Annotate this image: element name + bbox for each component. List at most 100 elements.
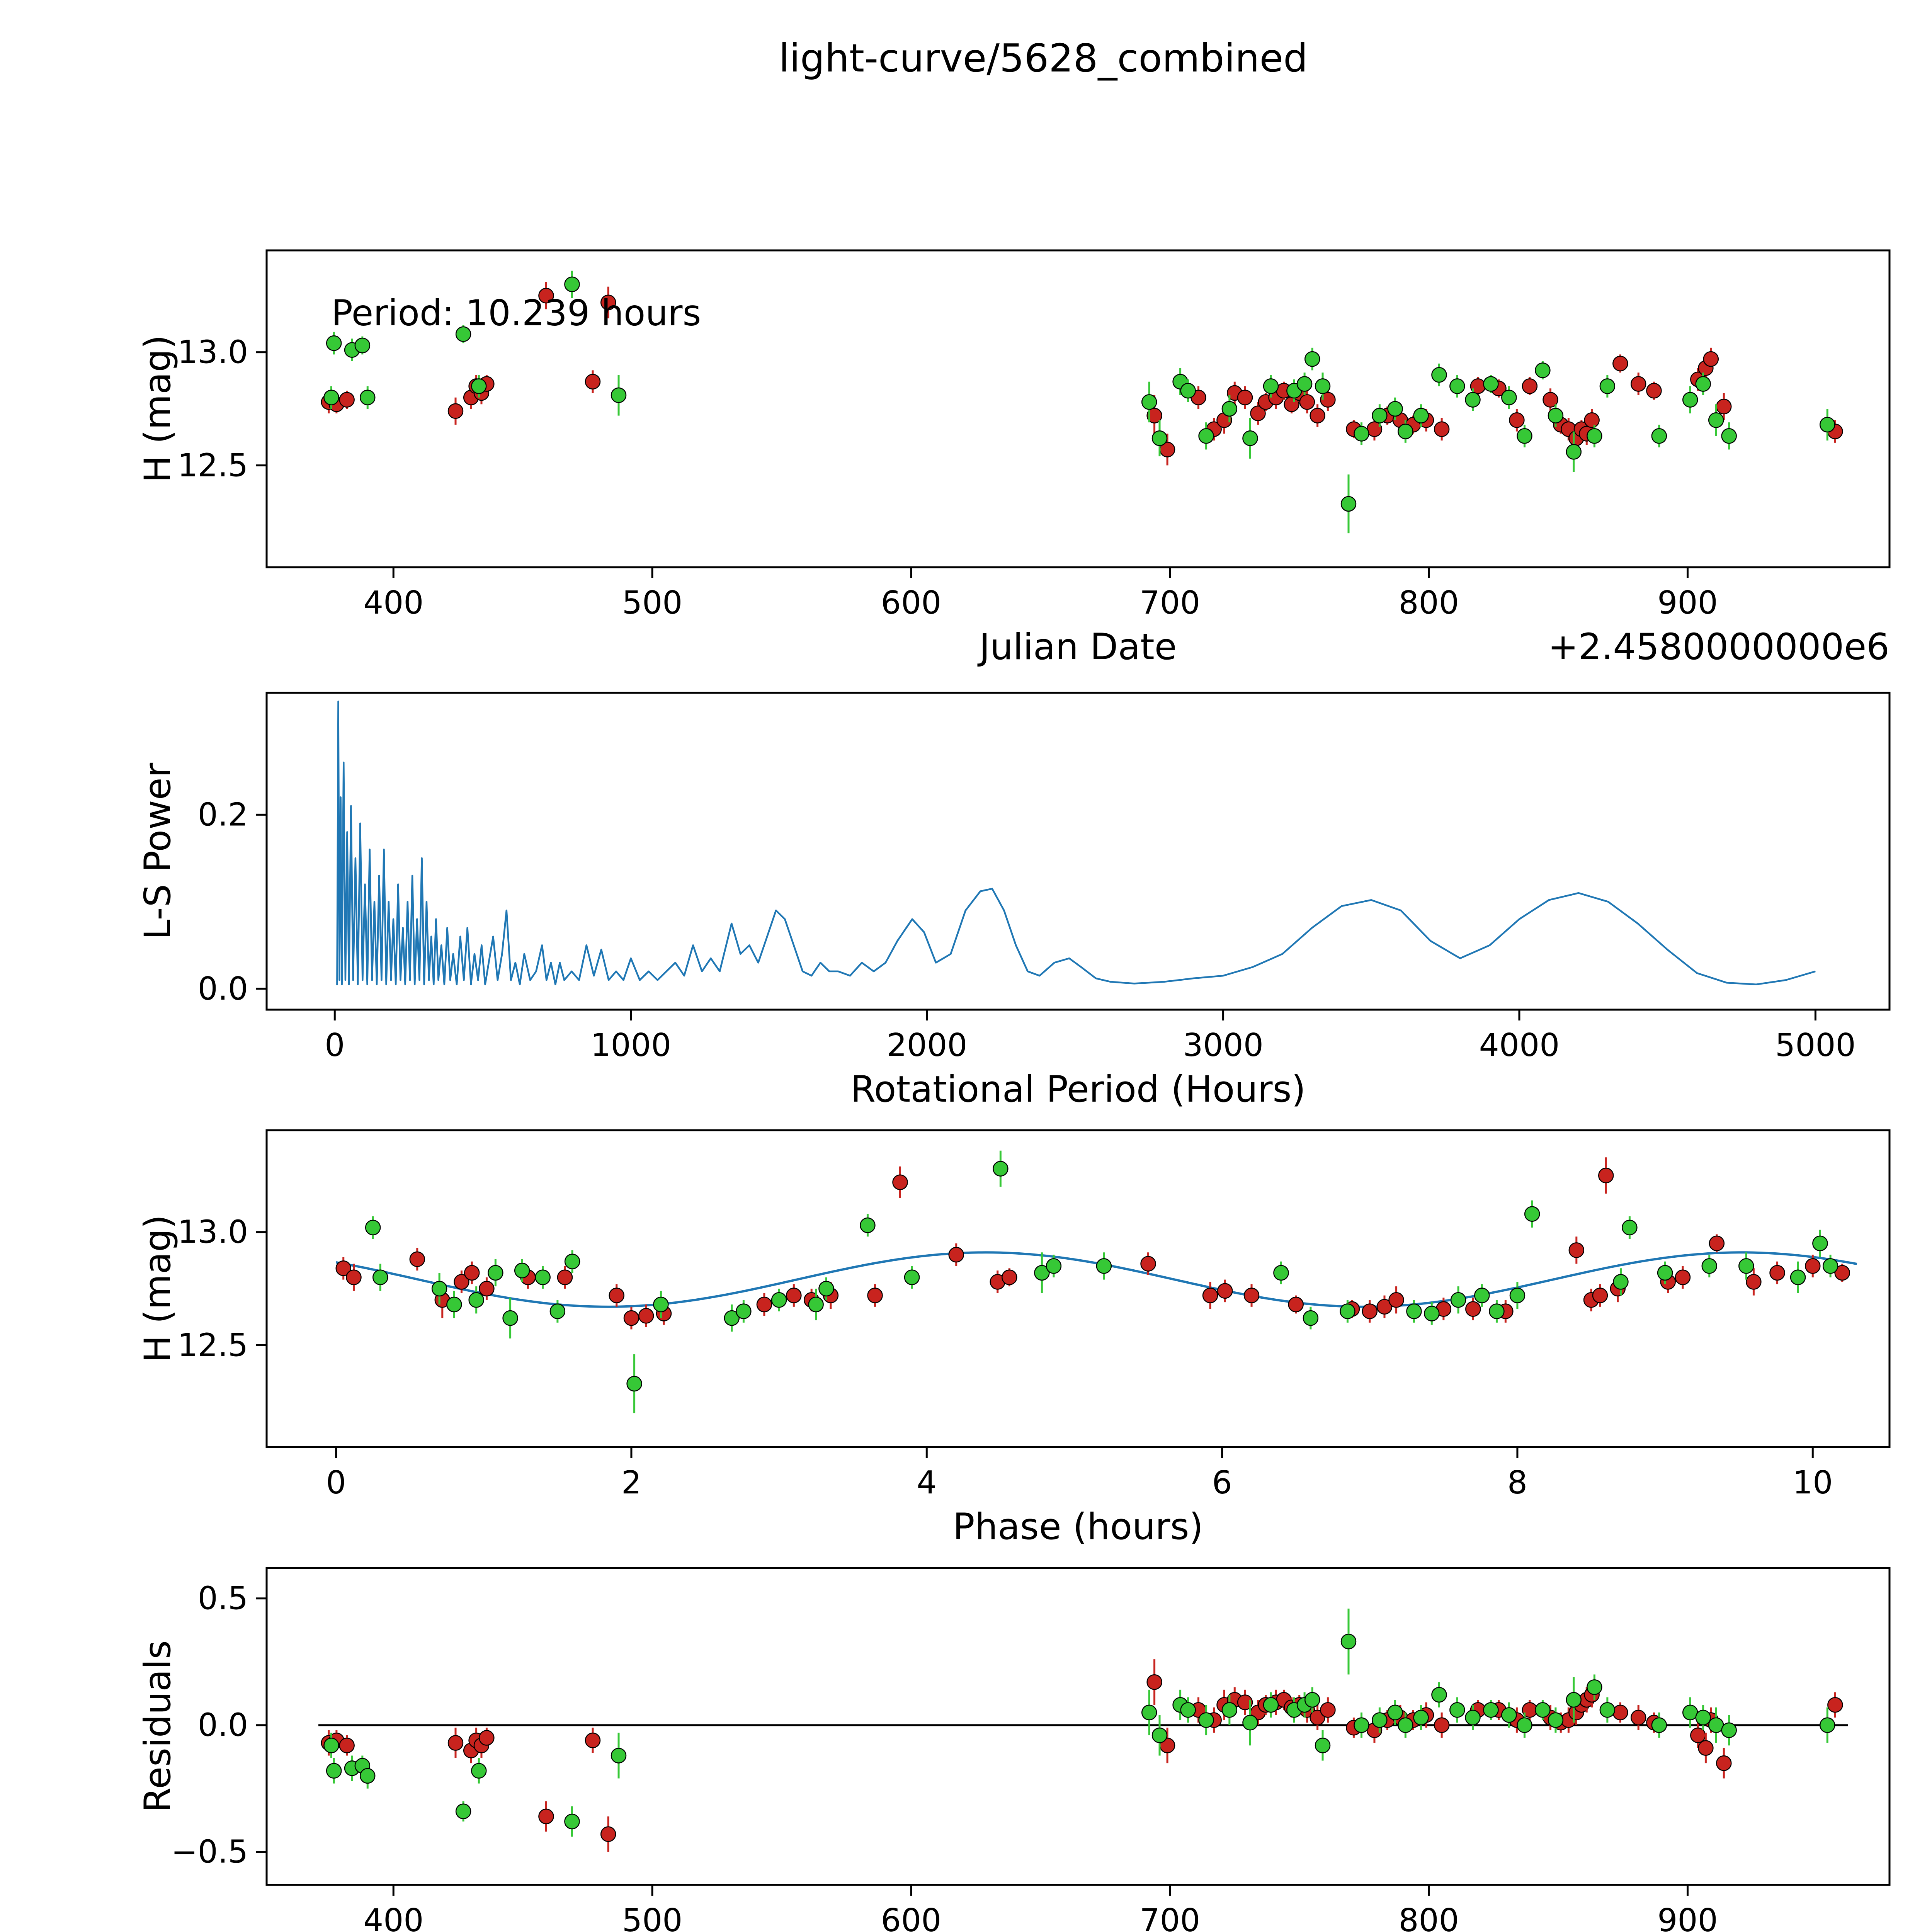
data-point bbox=[335, 1260, 351, 1276]
data-point bbox=[1198, 428, 1214, 444]
x-tick-label: 800 bbox=[1398, 1902, 1459, 1932]
data-point bbox=[1273, 1265, 1289, 1281]
data-point bbox=[1146, 1674, 1162, 1690]
data-point bbox=[323, 389, 339, 405]
data-point bbox=[771, 1292, 787, 1308]
data-point bbox=[326, 335, 342, 351]
data-point bbox=[454, 1274, 469, 1290]
panel-periodogram: 0 1000 2000 3000 4000 5000 0.0 0.2 Rotational Pe… bbox=[137, 692, 1891, 1111]
data-point bbox=[1517, 1717, 1532, 1733]
data-point bbox=[1362, 1303, 1378, 1319]
data-point bbox=[1315, 1737, 1331, 1753]
data-point bbox=[1180, 1702, 1196, 1718]
data-point bbox=[1263, 378, 1279, 394]
data-point bbox=[1046, 1258, 1062, 1274]
y-tick-label: 0.2 bbox=[198, 796, 248, 833]
data-point bbox=[365, 1219, 381, 1236]
data-point bbox=[600, 1826, 616, 1842]
data-point bbox=[1217, 1283, 1233, 1299]
data-point bbox=[339, 1737, 355, 1753]
data-point bbox=[1827, 1697, 1843, 1713]
data-point bbox=[1431, 367, 1447, 383]
data-point bbox=[468, 1292, 484, 1308]
data-point bbox=[1566, 1692, 1582, 1708]
data-point bbox=[1535, 362, 1551, 378]
data-point bbox=[502, 1310, 518, 1326]
data-point bbox=[1568, 1242, 1585, 1258]
x-tick-label: 700 bbox=[1140, 585, 1201, 621]
data-point bbox=[1340, 1633, 1357, 1650]
data-point bbox=[1584, 412, 1600, 428]
data-point bbox=[1695, 1709, 1711, 1726]
data-point bbox=[564, 276, 580, 293]
data-point bbox=[1242, 430, 1258, 446]
data-point bbox=[1449, 1702, 1465, 1718]
data-point bbox=[1721, 428, 1737, 444]
data-point bbox=[1501, 1707, 1517, 1723]
data-point bbox=[1612, 355, 1628, 372]
data-point bbox=[1599, 378, 1616, 394]
data-point bbox=[1151, 430, 1168, 446]
data-point bbox=[1242, 1714, 1258, 1731]
data-point bbox=[1769, 1265, 1785, 1281]
axes-frame bbox=[265, 692, 1891, 1011]
axes-frame bbox=[265, 249, 1891, 568]
data-point bbox=[1221, 1702, 1238, 1718]
y-tick-label: −0.5 bbox=[171, 1834, 248, 1871]
data-point bbox=[1587, 428, 1602, 444]
data-point bbox=[808, 1296, 824, 1313]
data-point bbox=[1034, 1265, 1050, 1281]
data-point bbox=[1509, 1287, 1526, 1303]
data-point bbox=[535, 1269, 551, 1285]
data-point bbox=[1465, 1709, 1481, 1726]
data-point bbox=[479, 1730, 495, 1746]
x-axis-label: Rotational Period (Hours) bbox=[850, 1068, 1306, 1111]
data-point bbox=[1263, 1697, 1279, 1713]
data-point bbox=[1716, 398, 1732, 415]
data-point bbox=[1474, 1287, 1490, 1303]
data-point bbox=[756, 1296, 772, 1313]
x-tick-label: 700 bbox=[1140, 1902, 1201, 1932]
data-point bbox=[1587, 1679, 1602, 1695]
data-point bbox=[1237, 1694, 1253, 1710]
x-tick-label: 1000 bbox=[590, 1027, 671, 1064]
axes-frame bbox=[265, 1567, 1891, 1886]
data-point bbox=[1834, 1265, 1850, 1281]
data-point bbox=[1489, 1303, 1505, 1319]
x-axis-label: Julian Date bbox=[977, 626, 1177, 668]
data-point bbox=[1524, 1206, 1540, 1222]
data-point bbox=[1598, 1167, 1614, 1184]
data-point bbox=[1613, 1274, 1629, 1290]
data-point bbox=[1141, 1704, 1157, 1721]
x-tick-label: 900 bbox=[1657, 1902, 1718, 1932]
data-point bbox=[1449, 378, 1465, 394]
data-point bbox=[993, 1161, 1009, 1177]
data-point bbox=[1413, 408, 1429, 423]
data-point bbox=[346, 1269, 362, 1285]
data-point bbox=[1434, 421, 1450, 437]
data-point bbox=[446, 1296, 462, 1313]
data-point bbox=[1812, 1235, 1828, 1252]
data-point bbox=[1140, 1256, 1156, 1272]
data-point bbox=[339, 392, 355, 408]
x-tick-label: 4000 bbox=[1479, 1027, 1560, 1064]
series-red bbox=[335, 1157, 1850, 1330]
panel-phase: 0 2 4 6 8 10 12.5 13.0 Phase (hours) H (mag) bbox=[137, 1129, 1891, 1548]
data-point bbox=[1243, 1287, 1260, 1303]
data-point bbox=[1320, 1702, 1336, 1718]
data-point bbox=[1141, 394, 1157, 410]
data-point bbox=[585, 374, 601, 389]
data-point bbox=[1651, 428, 1667, 444]
data-point bbox=[724, 1310, 740, 1326]
data-point bbox=[1340, 496, 1357, 512]
x-tick-label: 6 bbox=[1212, 1464, 1232, 1501]
data-point bbox=[1701, 1258, 1718, 1274]
figure-title: light-curve/5628_combined bbox=[779, 36, 1308, 81]
data-point bbox=[1151, 1727, 1168, 1743]
data-point bbox=[1695, 376, 1711, 392]
x-tick-label: 4 bbox=[917, 1464, 937, 1501]
data-point bbox=[354, 337, 371, 354]
data-point bbox=[1522, 378, 1538, 394]
data-point bbox=[323, 1737, 339, 1753]
data-point bbox=[557, 1269, 573, 1285]
